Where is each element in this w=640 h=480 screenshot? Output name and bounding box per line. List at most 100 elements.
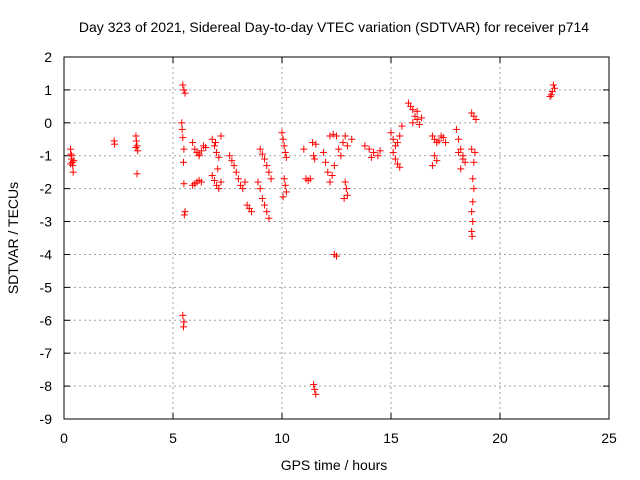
data-point: [311, 385, 319, 393]
y-tick-label: -4: [40, 246, 53, 262]
data-point: [348, 135, 356, 143]
data-point: [452, 125, 460, 133]
y-tick-label: -6: [40, 312, 53, 328]
chart-title: Day 323 of 2021, Sidereal Day-to-day VTE…: [79, 19, 589, 35]
y-tick-label: -3: [40, 214, 53, 230]
data-point: [333, 132, 340, 140]
data-point: [547, 91, 555, 99]
data-point: [311, 155, 319, 163]
data-point: [282, 188, 290, 196]
data-point: [215, 153, 223, 161]
data-point: [326, 132, 334, 140]
data-point: [470, 158, 478, 166]
x-tick-label: 15: [383, 430, 399, 446]
data-point: [180, 145, 188, 153]
x-tick-label: 5: [169, 430, 177, 446]
data-point: [394, 139, 402, 147]
x-tick-label: 10: [274, 430, 290, 446]
y-tick-label: -7: [40, 345, 53, 361]
data-point: [217, 132, 225, 140]
data-point: [69, 168, 77, 176]
data-point: [267, 175, 275, 183]
data-point: [365, 145, 373, 153]
data-point: [376, 147, 384, 155]
data-point: [179, 311, 187, 319]
data-point: [217, 178, 225, 186]
y-tick-label: -8: [40, 378, 53, 394]
data-point: [309, 139, 317, 147]
y-tick-label: 1: [44, 82, 52, 98]
data-point: [396, 132, 404, 140]
data-point: [431, 152, 439, 160]
x-tick-label: 20: [492, 430, 508, 446]
data-point: [178, 125, 186, 133]
data-point: [197, 178, 205, 186]
y-tick-label: -5: [40, 279, 53, 295]
data-point: [232, 168, 240, 176]
data-point: [281, 181, 289, 189]
data-point: [180, 180, 188, 188]
data-point: [133, 170, 141, 178]
data-point: [265, 214, 273, 222]
data-point: [389, 148, 397, 156]
data-point: [67, 150, 75, 158]
data-point: [468, 145, 476, 153]
data-point: [472, 116, 480, 124]
data-point: [256, 185, 264, 193]
data-point: [341, 132, 349, 140]
data-point: [433, 157, 441, 165]
data-point: [254, 178, 262, 186]
data-point: [247, 208, 255, 216]
data-point: [281, 148, 289, 156]
data-point: [341, 178, 349, 186]
data-point: [389, 135, 397, 143]
data-point: [413, 107, 421, 115]
data-point: [210, 176, 218, 184]
data-point: [391, 155, 399, 163]
data-point: [195, 150, 203, 158]
y-tick-label: -1: [40, 148, 53, 164]
data-point: [469, 198, 477, 206]
data-point: [469, 218, 477, 226]
data-point: [418, 114, 426, 122]
data-points: [67, 81, 558, 398]
data-point: [179, 158, 187, 166]
data-point: [551, 84, 558, 92]
data-point: [455, 148, 463, 156]
data-point: [312, 140, 320, 148]
data-point: [330, 162, 338, 170]
data-point: [230, 162, 238, 170]
data-point: [181, 208, 189, 216]
data-point: [468, 208, 476, 216]
data-point: [132, 137, 140, 145]
data-point: [337, 152, 345, 160]
grid-lines: [64, 57, 609, 419]
data-point: [415, 120, 423, 128]
data-point: [342, 185, 350, 193]
data-point: [374, 152, 382, 160]
data-point: [324, 168, 332, 176]
data-point: [459, 155, 467, 163]
data-point: [67, 160, 75, 168]
data-point: [134, 147, 142, 155]
data-point: [455, 135, 463, 143]
data-point: [280, 175, 288, 183]
data-point: [228, 157, 236, 165]
data-point: [181, 89, 189, 97]
data-point: [468, 232, 476, 240]
data-point: [279, 193, 287, 201]
data-point: [328, 171, 336, 179]
data-point: [470, 185, 478, 193]
data-point: [428, 162, 436, 170]
data-point: [180, 211, 188, 219]
y-tick-label: 2: [44, 49, 52, 65]
data-point: [239, 185, 247, 193]
data-point: [215, 185, 223, 193]
data-point: [212, 139, 220, 147]
data-point: [367, 153, 375, 161]
data-point: [549, 81, 557, 89]
y-tick-label: -9: [40, 411, 53, 427]
data-point: [280, 142, 288, 150]
